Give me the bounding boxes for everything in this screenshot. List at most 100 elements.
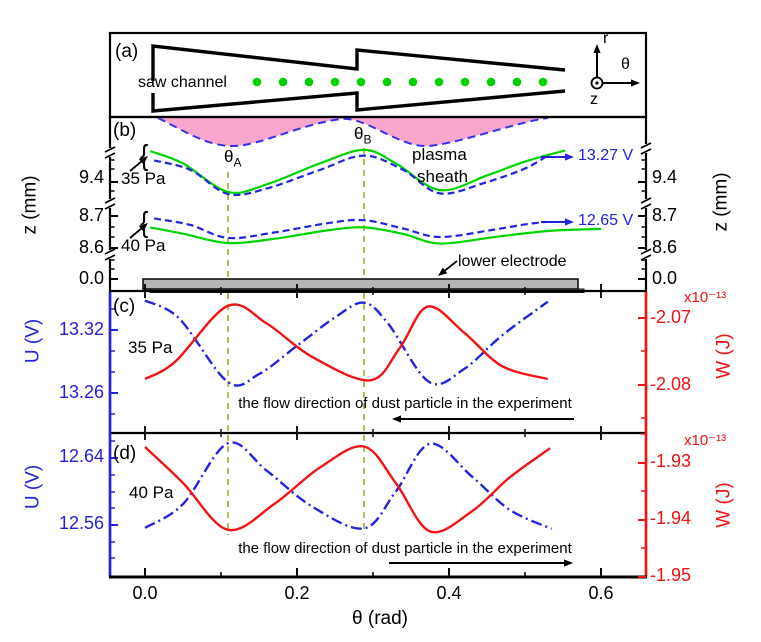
theta-b-label: θB [354,124,372,147]
axis-z-label: z [590,91,598,108]
w-multiplier-c: x10⁻¹³ [684,289,727,306]
z-tick-94-left: 9.4 [78,167,104,187]
z-axis-dot [595,81,599,85]
pressure-35pa-label: 35 Pa [121,169,166,188]
z-tick-86-right: 8.6 [652,237,678,257]
voltage-1265-arrow-head [565,218,574,226]
break-gap [641,144,651,153]
w-tick-194: -1.94 [650,508,692,528]
x-tick-00: 0.0 [132,583,158,603]
z-tick-87-left: 8.7 [78,205,104,225]
x-tick-04: 0.4 [436,583,462,603]
break-slash [104,203,116,210]
flow-direction-arrow-right-head [564,559,573,567]
panel-a-label: (a) [115,41,139,62]
w-axis-title-d: W (J) [713,482,735,528]
break-slash [104,248,116,255]
z-tick-00-left: 0.0 [78,268,104,288]
pressure-label-d: 40 Pa [129,483,174,502]
axis-ticks [110,159,646,578]
axis-break-marks [104,142,652,261]
sheath-curve-40pa-green [150,226,602,245]
flow-direction-text-d: the flow direction of dust particle in t… [238,540,572,557]
sheath-curve-35pa-blue [153,154,546,197]
saw-channel-lower-wall [151,89,566,113]
dust-particle-dot [382,77,392,87]
break-gap [105,250,115,259]
lower-electrode-arrow-shaft [442,260,458,273]
curve-c-W [144,303,549,382]
dust-particle-dot [278,77,288,87]
dust-particle-dot [460,77,470,87]
electrode-bar [142,278,579,290]
dust-particle-dot [252,77,262,87]
pressure-40pa-arrow-head [138,223,148,232]
saw-channel-label: saw channel [138,74,227,91]
break-slash [640,248,652,255]
z-tick-00-right: 0.0 [652,268,678,288]
curve-c-U [144,299,549,387]
w-tick-193: -1.93 [650,451,692,471]
pressure-40pa-label: 40 Pa [121,236,166,255]
plasma-boundary-dashed [157,117,549,148]
dust-particle-dot [304,77,314,87]
sheath-label: sheath [417,167,469,186]
panel-c-label: (c) [113,296,136,317]
break-slash [640,148,652,155]
dust-particle-dot [538,77,548,87]
saw-channel-upper-wall [151,44,566,81]
z-tick-94-right: 9.4 [652,167,678,187]
x-axis-title: θ (rad) [352,608,408,629]
w-tick-207: -2.07 [650,307,692,327]
saw-channel-outline [151,44,566,113]
sheath-curve-40pa-blue [153,217,545,240]
break-slash [640,254,652,261]
dust-particle-dot [512,77,522,87]
z-tick-86-left: 8.6 [78,237,104,257]
dust-particle-dots [252,77,548,87]
lower-electrode-arrow-head [438,267,448,276]
dust-particle-dot [330,77,340,87]
flow-direction-arrow-left-head [392,415,401,423]
curve-d-W [144,445,551,534]
curve-d-U [144,441,553,530]
pressure-label-c: 35 Pa [128,338,173,357]
voltage-1327-arrow-head [565,153,574,161]
theta-axis-arrowhead [631,79,640,87]
brace-35pa: { [140,139,149,173]
x-tick-02: 0.2 [284,583,310,603]
sheath-curves [149,148,602,245]
axis-r-label: r [603,30,609,47]
break-slash [640,142,652,149]
w-tick-195: -1.95 [650,565,692,585]
r-axis-arrowhead [593,44,601,53]
dust-particle-dot [434,77,444,87]
z-axis-title-left: z (mm) [19,175,41,235]
break-gap [641,250,651,259]
u-tick-1256: 12.56 [58,513,104,533]
break-gap [641,199,651,208]
break-slash [104,197,116,204]
u-axis-title-d: U (V) [22,464,44,510]
plasma-region [157,117,549,148]
break-slash [640,203,652,210]
dust-particle-dot [356,77,366,87]
plasma-fill [158,117,548,146]
brace-40pa: { [140,206,149,240]
dust-particle-dot [408,77,418,87]
coordinate-axes-icon [590,44,640,90]
annotation-arrows [129,153,574,567]
uw-curves [144,299,553,534]
lower-electrode-label: lower electrode [458,253,567,270]
voltage-1327-label: 13.27 V [578,147,634,164]
pressure-35pa-arrow-head [138,156,148,165]
break-slash [104,152,116,159]
flow-direction-text-c: the flow direction of dust particle in t… [238,395,572,412]
sheath-curve-35pa-green [149,148,566,194]
break-gap [105,148,115,157]
z-tick-87-right: 8.7 [652,205,678,225]
voltage-1265-label: 12.65 V [578,212,634,229]
theta-a-label: θA [224,147,242,170]
u-tick-1332: 13.32 [58,319,104,339]
